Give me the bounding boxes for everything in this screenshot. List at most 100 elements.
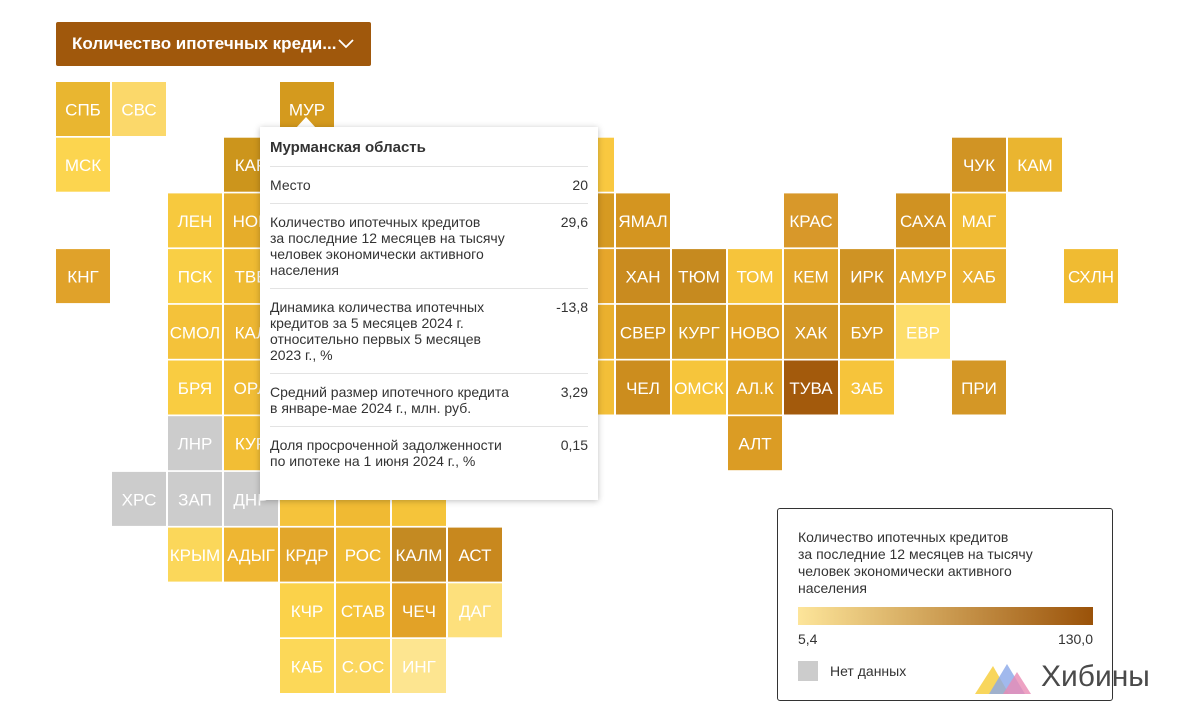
region-tile[interactable] bbox=[1008, 137, 1062, 192]
region-label: ЗАП bbox=[178, 490, 212, 509]
region-tile[interactable] bbox=[616, 360, 670, 415]
region-label: ТВЕ bbox=[234, 268, 267, 287]
region-label: ХАБ bbox=[962, 268, 996, 287]
tooltip-row-value: 3,29 bbox=[560, 384, 588, 400]
region-tile[interactable] bbox=[280, 527, 334, 582]
region-tile[interactable] bbox=[168, 304, 222, 359]
region-tile[interactable] bbox=[896, 304, 950, 359]
region-tile[interactable] bbox=[672, 360, 726, 415]
region-label: СХЛН bbox=[1068, 268, 1114, 287]
region-label: ХАН bbox=[626, 268, 661, 287]
region-tile[interactable] bbox=[840, 360, 894, 415]
region-tile[interactable] bbox=[896, 193, 950, 248]
region-tile[interactable] bbox=[728, 249, 782, 304]
region-tile[interactable] bbox=[56, 137, 110, 192]
region-label: ИНГ bbox=[402, 658, 436, 677]
region-tile[interactable] bbox=[448, 583, 502, 638]
region-tile[interactable] bbox=[280, 639, 334, 693]
tooltip-row: Доля просроченной задолженности по ипоте… bbox=[270, 426, 588, 479]
region-tile[interactable] bbox=[616, 249, 670, 304]
region-label: СМОЛ bbox=[170, 323, 220, 342]
tooltip: Мурманская область Место 20 Количество ипо… bbox=[260, 127, 598, 500]
region-label: КАБ bbox=[291, 658, 323, 677]
region-label: КАЛ bbox=[235, 323, 268, 342]
region-tile[interactable] bbox=[448, 527, 502, 582]
tooltip-row: Средний размер ипотечного кредита в янва… bbox=[270, 373, 588, 426]
region-label: СПБ bbox=[65, 101, 101, 120]
indicator-dropdown[interactable]: Количество ипотечных креди... bbox=[56, 22, 371, 66]
region-tile[interactable] bbox=[112, 82, 166, 136]
region-tile[interactable] bbox=[336, 527, 390, 582]
region-tile[interactable] bbox=[336, 639, 390, 693]
region-label: МУР bbox=[289, 101, 325, 120]
region-label: ЗАБ bbox=[851, 379, 884, 398]
region-label: ХРС bbox=[122, 490, 157, 509]
region-tile[interactable] bbox=[168, 193, 222, 248]
region-tile[interactable] bbox=[56, 249, 110, 304]
region-tile[interactable] bbox=[952, 137, 1006, 192]
region-tile[interactable] bbox=[728, 416, 782, 471]
logo: Хибины bbox=[975, 660, 1150, 694]
region-tile[interactable] bbox=[672, 249, 726, 304]
tooltip-row-label: Средний размер ипотечного кредита в янва… bbox=[270, 384, 509, 416]
region-label: ЯМАЛ bbox=[618, 212, 667, 231]
region-tile[interactable] bbox=[168, 416, 222, 471]
region-label: КАЛМ bbox=[396, 546, 443, 565]
chevron-icon bbox=[338, 39, 354, 49]
region-tile[interactable] bbox=[168, 471, 222, 526]
region-tile[interactable] bbox=[672, 304, 726, 359]
region-label: ПСК bbox=[178, 268, 212, 287]
region-tile[interactable] bbox=[392, 527, 446, 582]
legend-gradient bbox=[798, 607, 1093, 625]
region-label: ДАГ bbox=[459, 602, 491, 621]
region-tile[interactable] bbox=[392, 583, 446, 638]
region-label: СТАВ bbox=[341, 602, 385, 621]
tooltip-row-label: Доля просроченной задолженности по ипоте… bbox=[270, 437, 502, 469]
region-tile[interactable] bbox=[392, 639, 446, 693]
region-tile[interactable] bbox=[840, 304, 894, 359]
region-label: САХА bbox=[900, 212, 947, 231]
region-label: БУР bbox=[851, 323, 884, 342]
region-tile[interactable] bbox=[784, 193, 838, 248]
region-label: ИРК bbox=[850, 268, 884, 287]
region-label: ТОМ bbox=[736, 268, 773, 287]
region-tile[interactable] bbox=[952, 249, 1006, 304]
region-label: ЛНР bbox=[178, 435, 213, 454]
legend-max: 130,0 bbox=[1057, 631, 1093, 647]
region-label: ОРЛ bbox=[234, 379, 269, 398]
region-label: ЛЕН bbox=[178, 212, 213, 231]
region-tile[interactable] bbox=[784, 360, 838, 415]
region-label: С.ОС bbox=[342, 658, 385, 677]
legend-title: Количество ипотечных кредитов за последн… bbox=[798, 529, 1033, 596]
region-tile[interactable] bbox=[280, 583, 334, 638]
region-tile[interactable] bbox=[224, 527, 278, 582]
region-tile[interactable] bbox=[952, 360, 1006, 415]
region-tile[interactable] bbox=[616, 304, 670, 359]
region-tile[interactable] bbox=[336, 583, 390, 638]
region-tile[interactable] bbox=[840, 249, 894, 304]
region-label: КЕМ bbox=[793, 268, 828, 287]
region-tile[interactable] bbox=[168, 527, 222, 582]
region-label: АЛ.К bbox=[736, 379, 774, 398]
tooltip-row: Место 20 bbox=[270, 166, 588, 203]
tooltip-row-value: 20 bbox=[572, 177, 588, 193]
region-tile[interactable] bbox=[784, 304, 838, 359]
region-tile[interactable] bbox=[1064, 249, 1118, 304]
region-tile[interactable] bbox=[952, 193, 1006, 248]
region-label: ПРИ bbox=[961, 379, 997, 398]
logo-icon bbox=[975, 664, 1031, 694]
region-tile[interactable] bbox=[728, 360, 782, 415]
tooltip-row: Количество ипотечных кредитов за последн… bbox=[270, 203, 588, 288]
region-tile[interactable] bbox=[168, 249, 222, 304]
region-tile[interactable] bbox=[168, 360, 222, 415]
region-tile[interactable] bbox=[896, 249, 950, 304]
region-tile[interactable] bbox=[728, 304, 782, 359]
region-label: АЛТ bbox=[738, 435, 771, 454]
region-label: АСТ bbox=[458, 546, 491, 565]
region-tile[interactable] bbox=[784, 249, 838, 304]
tooltip-row-label: Количество ипотечных кредитов за последн… bbox=[270, 214, 505, 278]
region-tile[interactable] bbox=[616, 193, 670, 248]
region-tile[interactable] bbox=[56, 82, 110, 136]
region-tile[interactable] bbox=[112, 471, 166, 526]
